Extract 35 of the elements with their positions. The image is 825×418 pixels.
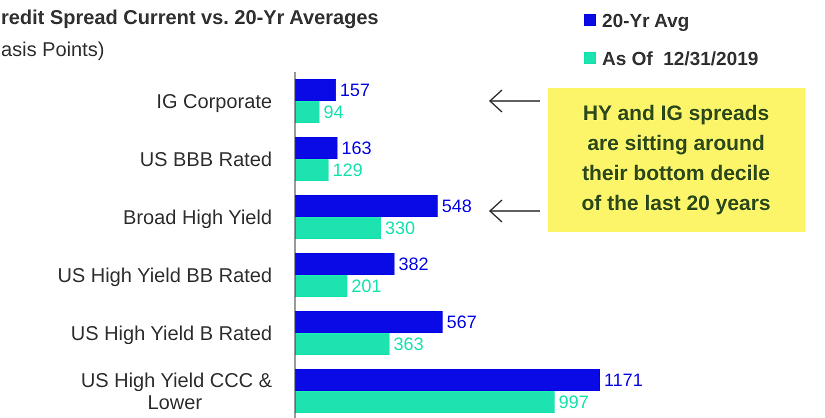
data-label: 129 [332, 160, 363, 180]
text: asis Points) [1, 39, 104, 61]
bar [295, 311, 443, 333]
bar [295, 253, 394, 275]
chart-title: redit Spread Current vs. 20-Yr Averages [1, 7, 379, 29]
y-tick-label: US High Yield B Rated [70, 323, 272, 345]
y-tick-label: Broad High Yield [123, 207, 272, 229]
bar [295, 79, 336, 101]
data-label: 94 [323, 102, 344, 122]
bar [295, 391, 555, 413]
y-tick-label: US High Yield BB Rated [57, 265, 272, 287]
annotation: HY and IG spreads are sitting around their bottom decile of the last 20 years [581, 102, 771, 215]
data-label: 157 [340, 80, 370, 100]
bar [295, 101, 320, 123]
data-label: 382 [398, 254, 429, 274]
y-tick-label: IG Corporate [156, 91, 272, 113]
data-label: 201 [351, 276, 382, 296]
data-label: 567 [446, 312, 477, 332]
data-label: 1171 [604, 370, 643, 390]
data-label: 997 [558, 392, 589, 412]
bar [295, 195, 438, 217]
bar [295, 159, 329, 181]
bar [295, 333, 390, 355]
bar [295, 275, 348, 297]
data-label: 363 [394, 334, 424, 354]
y-tick-label: US BBB Rated [140, 149, 272, 171]
y-tick-label: US High Yield CCC & Lower [80, 370, 273, 414]
bar [295, 369, 600, 391]
data-label: 163 [341, 138, 372, 158]
legend-label: 20-Yr Avg [602, 11, 690, 32]
legend-label: As Of 12/31/2019 [602, 49, 758, 70]
data-label: 330 [384, 218, 415, 238]
data-label: 548 [442, 196, 472, 216]
bar [295, 217, 381, 239]
bar [295, 137, 338, 159]
